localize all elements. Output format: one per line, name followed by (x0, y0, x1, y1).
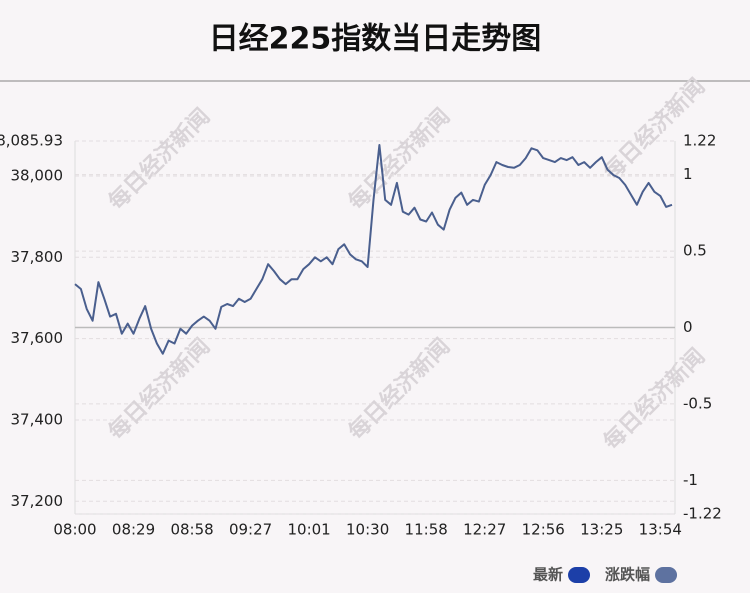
y-tick-label: 37,800 (11, 248, 64, 266)
y-tick-label: 37,600 (11, 329, 64, 347)
legend-label: 涨跌幅 (605, 566, 650, 584)
x-tick-label: 12:27 (463, 521, 506, 539)
y2-tick-label: 0 (683, 318, 693, 336)
y2-tick-label: 0.5 (683, 242, 707, 260)
x-tick-label: 08:00 (53, 521, 96, 539)
y2-tick-label: 1 (683, 165, 693, 183)
x-tick-label: 10:30 (346, 521, 389, 539)
x-tick-label: 10:01 (288, 521, 331, 539)
y-tick-label: 38,000 (11, 166, 64, 184)
watermark: 每日经济新闻 (598, 73, 710, 185)
price-line (74, 144, 673, 355)
watermark: 每日经济新闻 (103, 103, 215, 215)
x-tick-label: 08:58 (170, 521, 213, 539)
y2-tick-label: -1.22 (683, 505, 722, 523)
watermark: 每日经济新闻 (343, 333, 455, 445)
x-tick-label: 08:29 (112, 521, 155, 539)
watermark: 每日经济新闻 (103, 333, 215, 445)
y-tick-label: 37,400 (11, 410, 64, 428)
y-tick-label: 38,085.93 (0, 132, 63, 150)
legend-swatch (568, 567, 591, 583)
y2-tick-label: -1 (683, 471, 698, 489)
y-tick-label: 37,200 (11, 492, 64, 510)
x-tick-label: 13:25 (580, 521, 623, 539)
y2-tick-label: -0.5 (683, 394, 712, 412)
x-tick-label: 11:58 (405, 521, 448, 539)
y2-tick-label: 1.22 (683, 132, 716, 150)
chart-title: 日经225指数当日走势图 (209, 22, 542, 57)
x-tick-label: 12:56 (522, 521, 565, 539)
legend-swatch (655, 567, 678, 583)
x-tick-label: 09:27 (229, 521, 272, 539)
x-tick-label: 13:54 (639, 521, 682, 539)
legend-label: 最新 (533, 566, 563, 584)
